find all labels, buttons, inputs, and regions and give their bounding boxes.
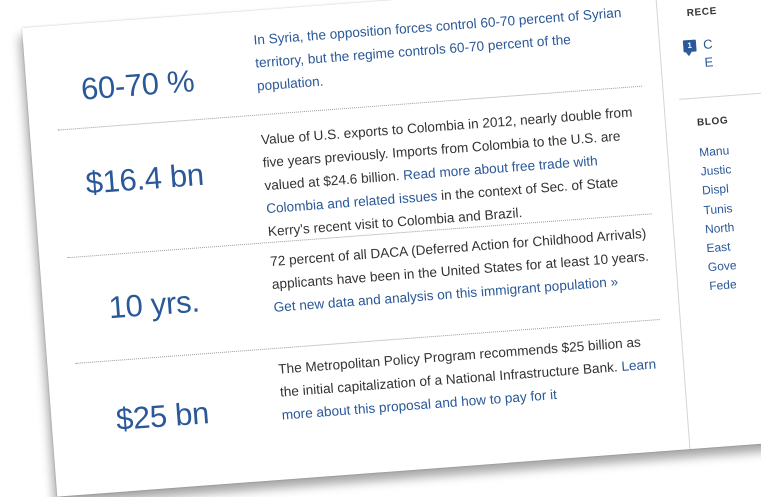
blog-link[interactable]: Fede bbox=[708, 277, 738, 294]
stat-description: Value of U.S. exports to Colombia in 201… bbox=[260, 100, 646, 243]
stat-item: 60-70 % In Syria, the opposition forces … bbox=[39, 0, 633, 107]
comment-count-badge: 1 bbox=[682, 39, 697, 53]
stat-link-text[interactable]: In Syria, the opposition forces control … bbox=[253, 5, 622, 94]
blog-link[interactable]: Gove bbox=[707, 258, 738, 275]
stat-description-link[interactable]: In Syria, the opposition forces control … bbox=[253, 0, 635, 97]
blog-link[interactable]: Displ bbox=[701, 181, 730, 198]
stat-value: 10 yrs. bbox=[107, 283, 201, 326]
recent-heading: RECE bbox=[686, 5, 718, 20]
stat-value: $16.4 bn bbox=[84, 156, 205, 201]
blog-link[interactable]: Manu bbox=[698, 143, 730, 160]
blogs-heading: BLOG bbox=[696, 115, 729, 129]
blog-link[interactable]: North bbox=[704, 219, 735, 237]
blog-list: Manu Justic Displ Tunis North East Gove … bbox=[699, 141, 741, 296]
recent-item-link[interactable]: E bbox=[703, 54, 714, 70]
blog-link[interactable]: East bbox=[705, 239, 731, 256]
blog-link[interactable]: Tunis bbox=[703, 200, 733, 217]
blog-link[interactable]: Justic bbox=[700, 162, 732, 179]
stat-value: 60-70 % bbox=[79, 63, 196, 107]
stats-column: 60-70 % In Syria, the opposition forces … bbox=[22, 0, 685, 497]
page-sheet: 60-70 % In Syria, the opposition forces … bbox=[22, 0, 761, 497]
sidebar-divider bbox=[679, 88, 761, 100]
stat-value: $25 bn bbox=[114, 395, 211, 437]
recent-item-link[interactable]: C bbox=[702, 36, 714, 52]
speech-bubble-icon bbox=[685, 51, 692, 57]
